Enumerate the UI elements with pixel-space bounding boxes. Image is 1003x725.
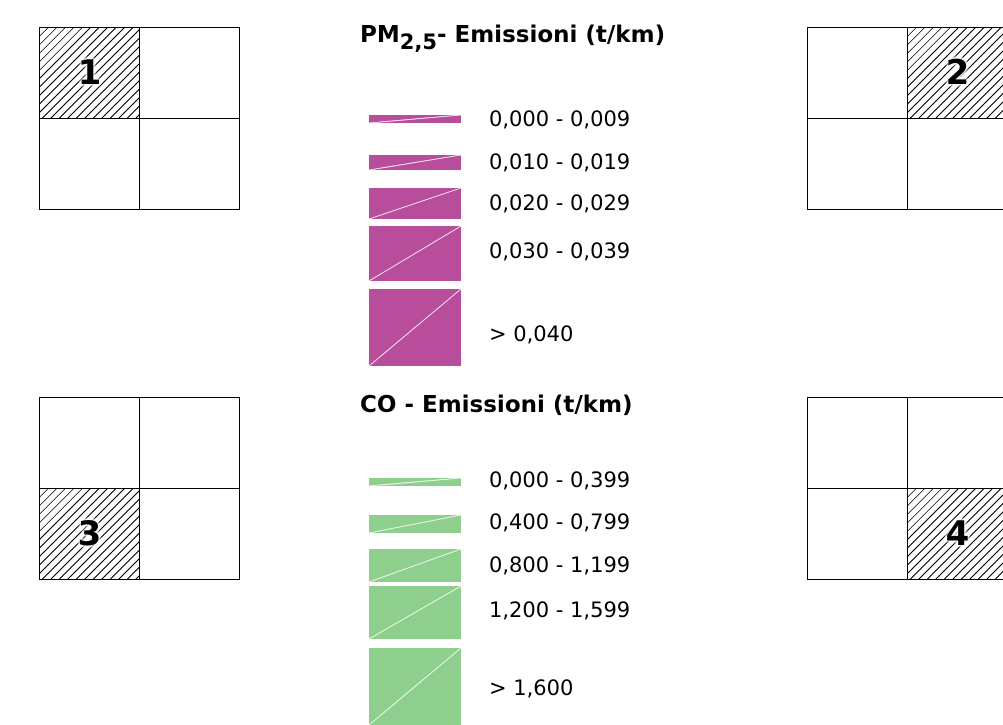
legend-swatch: [369, 188, 461, 219]
grid-cell: [40, 398, 140, 489]
grid-cell: [140, 28, 240, 119]
grid-cell: [40, 119, 140, 210]
legend-range-label: 1,200 - 1,599: [489, 598, 631, 622]
grid-cell: [140, 398, 240, 489]
legend-swatch: [369, 586, 461, 639]
grid-cell: [908, 398, 1003, 489]
highlighted-cell: 4: [908, 489, 1003, 580]
highlighted-cell: 2: [908, 28, 1003, 119]
legend-swatch: [369, 549, 461, 582]
legend-swatch: [369, 515, 461, 533]
quadrant-number: 2: [945, 53, 970, 93]
legend-swatch: [369, 478, 461, 486]
highlighted-cell: 3: [40, 489, 140, 580]
grid-cell: [808, 489, 908, 580]
legend-swatch: [369, 155, 461, 170]
legend-range-label: 0,020 - 0,029: [489, 191, 631, 215]
legend-range-label: 0,010 - 0,019: [489, 150, 631, 174]
legend-range-label: 0,800 - 1,199: [489, 553, 631, 577]
co-legend: CO - Emissioni (t/km) 0,000 - 0,399 0,400…: [360, 392, 740, 725]
co-legend-title: CO - Emissioni (t/km): [360, 392, 633, 418]
quadrant-number: 3: [77, 514, 102, 554]
quadrant-grid-4: 4: [807, 397, 1003, 580]
legend-range-label: 0,000 - 0,009: [489, 107, 631, 131]
grid-cell: [908, 119, 1003, 210]
highlighted-cell: 1: [40, 28, 140, 119]
grid-cell: [808, 398, 908, 489]
legend-range-label: 0,030 - 0,039: [489, 239, 631, 263]
grid-cell: [808, 119, 908, 210]
grid-cell: [808, 28, 908, 119]
quadrant-grid-1: 1: [39, 27, 240, 210]
grid-cell: [140, 119, 240, 210]
legend-range-label: 0,400 - 0,799: [489, 510, 631, 534]
quadrant-number: 4: [945, 514, 970, 554]
quadrant-number: 1: [77, 53, 102, 93]
legend-swatch: [369, 115, 461, 123]
legend-range-label: > 1,600: [489, 676, 574, 700]
legend-swatch: [369, 289, 461, 366]
legend-range-label: 0,000 - 0,399: [489, 468, 631, 492]
legend-swatch: [369, 648, 461, 725]
legend-swatch: [369, 226, 461, 281]
pm25-legend-title: PM2,5- Emissioni (t/km): [360, 22, 666, 54]
grid-cell: [140, 489, 240, 580]
pm25-legend: PM2,5- Emissioni (t/km) 0,000 - 0,009 0,0…: [360, 22, 740, 366]
quadrant-grid-3: 3: [39, 397, 240, 580]
legend-range-label: > 0,040: [489, 322, 574, 346]
quadrant-grid-2: 2: [807, 27, 1003, 210]
